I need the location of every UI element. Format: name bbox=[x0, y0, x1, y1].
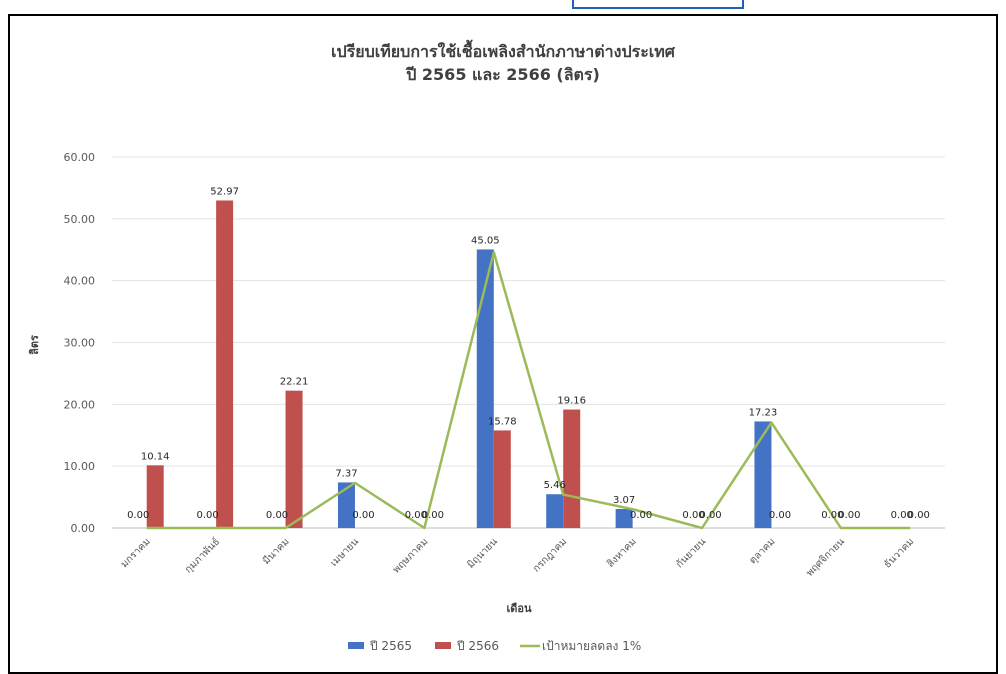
data-label: 0.00 bbox=[630, 510, 652, 521]
bar-2566 bbox=[146, 465, 164, 528]
bar-2566 bbox=[563, 409, 581, 528]
x-tick-label: ตุลาคม bbox=[748, 536, 778, 566]
x-tick-label: มีนาคม bbox=[260, 536, 291, 567]
data-label: 7.37 bbox=[335, 468, 357, 479]
data-label: 0.00 bbox=[769, 510, 791, 521]
x-tick-label: พฤศจิกายน bbox=[804, 536, 847, 579]
chart-title: เปรียบเทียบการใช้เชื้อเพลิงสำนักภาษาต่าง… bbox=[331, 39, 676, 61]
bar-2565 bbox=[546, 494, 564, 528]
y-tick-label: 20.00 bbox=[64, 398, 96, 411]
x-tick-label: กรกฎาคม bbox=[531, 536, 569, 574]
legend: ปี 2565 ปี 2566 เป้าหมายลดลง 1% bbox=[348, 639, 641, 653]
legend-label: ปี 2565 bbox=[369, 639, 412, 653]
data-label: 0.00 bbox=[908, 510, 930, 521]
x-axis-label: เดือน bbox=[506, 602, 532, 615]
data-label: 0.00 bbox=[838, 510, 860, 521]
data-label: 0.00 bbox=[891, 510, 913, 521]
bar-2566 bbox=[285, 390, 303, 528]
data-label: 22.21 bbox=[280, 377, 309, 388]
y-tick-label: 10.00 bbox=[64, 460, 96, 473]
y-axis-label: ลิตร bbox=[28, 335, 41, 355]
bar-2565 bbox=[337, 482, 355, 528]
y-tick-label: 60.00 bbox=[64, 151, 96, 164]
x-tick-label: มกราคม bbox=[119, 536, 153, 570]
legend-swatch bbox=[435, 642, 451, 649]
bar-2565 bbox=[754, 421, 772, 528]
bar-2565 bbox=[615, 509, 633, 528]
x-tick-label: เมษายน bbox=[329, 536, 362, 569]
bar-2565 bbox=[476, 249, 494, 528]
data-label: 0.00 bbox=[682, 510, 704, 521]
data-label: 0.00 bbox=[821, 510, 843, 521]
y-tick-label: 40.00 bbox=[64, 275, 96, 288]
chart-frame bbox=[8, 14, 998, 674]
data-label: 3.07 bbox=[613, 495, 635, 506]
x-tick-label: พฤษภาคม bbox=[391, 536, 430, 575]
y-tick-label: 30.00 bbox=[64, 337, 96, 350]
chart-subtitle: ปี 2565 และ 2566 (ลิตร) bbox=[405, 65, 600, 84]
data-label: 52.97 bbox=[210, 186, 239, 197]
data-label: 19.16 bbox=[557, 396, 586, 407]
legend-label: เป้าหมายลดลง 1% bbox=[542, 639, 641, 653]
data-label: 0.00 bbox=[127, 510, 149, 521]
data-label: 45.05 bbox=[471, 235, 500, 246]
y-tick-label: 50.00 bbox=[64, 213, 96, 226]
data-label: 0.00 bbox=[422, 510, 444, 521]
data-label: 0.00 bbox=[699, 510, 721, 521]
data-label: 0.00 bbox=[352, 510, 374, 521]
x-tick-label: สิงหาคม bbox=[605, 536, 639, 570]
data-label: 10.14 bbox=[141, 451, 170, 462]
data-label: 5.46 bbox=[544, 480, 566, 491]
legend-label: ปี 2566 bbox=[456, 639, 499, 653]
bar-2566 bbox=[216, 200, 234, 529]
x-tick-label: ธันวาคม bbox=[882, 536, 916, 570]
x-tick-label: กันยายน bbox=[674, 536, 708, 570]
x-tick-label: กุมภาพันธ์ bbox=[182, 536, 222, 576]
x-tick-label: มิถุนายน bbox=[465, 536, 500, 571]
top-tab-indicator bbox=[572, 0, 744, 9]
data-label: 0.00 bbox=[405, 510, 427, 521]
data-label: 17.23 bbox=[749, 407, 778, 418]
data-label: 15.78 bbox=[488, 416, 517, 427]
data-label: 0.00 bbox=[196, 510, 218, 521]
bar-2566 bbox=[493, 430, 511, 528]
target-line bbox=[146, 250, 911, 530]
y-tick-label: 0.00 bbox=[71, 522, 96, 535]
legend-swatch bbox=[348, 642, 364, 649]
data-label: 0.00 bbox=[266, 510, 288, 521]
chart-svg: เปรียบเทียบการใช้เชื้อเพลิงสำนักภาษาต่าง… bbox=[28, 39, 945, 653]
